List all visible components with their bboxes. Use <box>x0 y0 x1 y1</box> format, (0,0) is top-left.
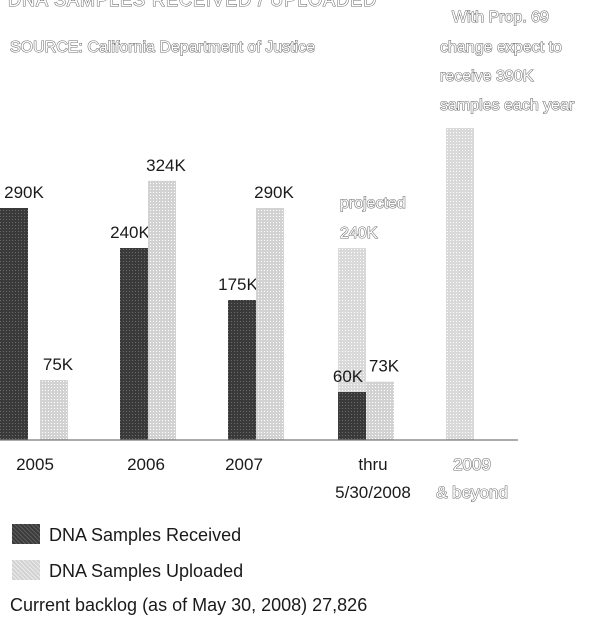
source-line: SOURCE: California Department of Justice <box>10 39 315 56</box>
data-label-uploaded-1: 324K <box>146 156 186 175</box>
bar-uploaded-1 <box>148 180 176 441</box>
category-label-3: thru <box>358 455 387 474</box>
bar-received-0 <box>0 208 28 440</box>
data-label-uploaded-3: 73K <box>369 357 400 376</box>
bar-received-2 <box>228 300 256 440</box>
legend-label-uploaded: DNA Samples Uploaded <box>49 561 244 581</box>
legend-swatch-uploaded <box>12 560 40 580</box>
bar-uploaded-2 <box>256 208 284 440</box>
prop69-note-line-1: With Prop. 69 <box>452 9 549 26</box>
backlog-note: Current backlog (as of May 30, 2008) 27,… <box>10 595 368 615</box>
legend-swatch-received <box>12 524 40 544</box>
bar-projected-4 <box>446 128 474 440</box>
category-label-0: 2005 <box>16 455 54 474</box>
category-label-4: 2009 <box>453 455 491 474</box>
projected-label-line-2: 240K <box>340 225 378 242</box>
bar-received-3 <box>338 392 366 440</box>
category-label-2: 2007 <box>225 455 263 474</box>
data-label-uploaded-0: 75K <box>43 355 74 374</box>
bars-layer: projected 240K 290K 240K 175K 60K 75K 324K 290K 7… <box>0 128 508 503</box>
prop69-note-line-4: samples each year <box>440 97 575 114</box>
data-label-received-1: 240K <box>110 223 150 242</box>
bar-received-1 <box>120 248 148 440</box>
data-label-received-0: 290K <box>4 183 44 202</box>
legend-item-uploaded: DNA Samples Uploaded <box>12 560 243 582</box>
prop69-note-line-2: change expect to <box>440 39 562 56</box>
data-label-uploaded-2: 290K <box>254 183 294 202</box>
legend-item-received: DNA Samples Received <box>12 524 241 546</box>
category-sublabel-3: 5/30/2008 <box>335 483 411 502</box>
chart-title: DNA SAMPLES RECEIVED / UPLOADED <box>8 0 377 10</box>
data-label-received-3: 60K <box>333 367 364 386</box>
projected-label-line-1: projected <box>340 195 406 212</box>
prop69-note-line-3: receive 390K <box>440 68 534 85</box>
bar-uploaded-3 <box>366 381 394 440</box>
category-label-1: 2006 <box>127 455 165 474</box>
legend-label-received: DNA Samples Received <box>49 525 242 545</box>
data-label-received-2: 175K <box>218 275 258 294</box>
bar-uploaded-0 <box>40 380 68 440</box>
category-sublabel-4: & beyond <box>436 483 508 502</box>
